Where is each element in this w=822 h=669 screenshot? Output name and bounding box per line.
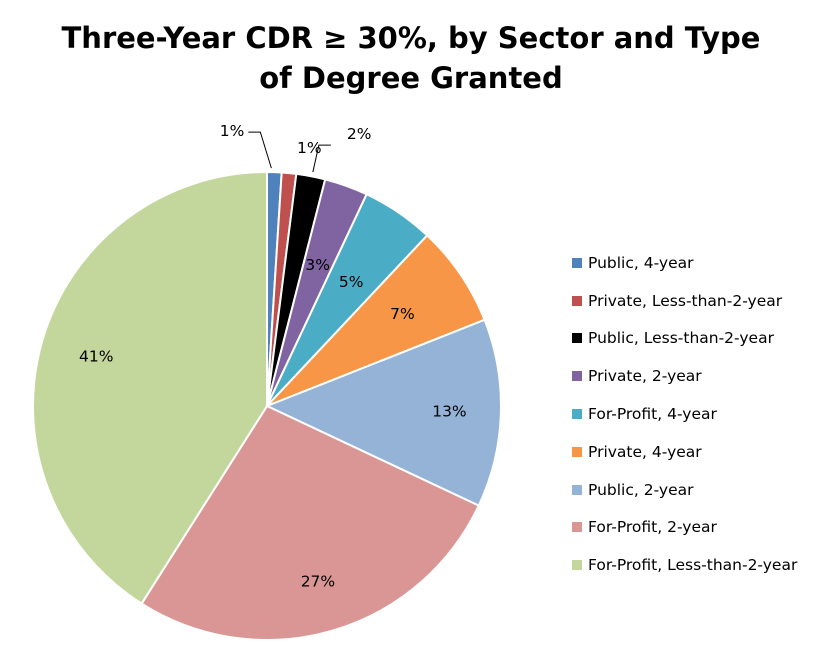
leader-line-public-4-year — [248, 131, 272, 169]
slice-for-profit-2-year — [140, 404, 481, 641]
legend: Public, 4-year Private, Less-than-2-year P… — [572, 244, 797, 584]
pie-slices — [32, 170, 502, 641]
legend-label: Public, 4-year — [588, 253, 694, 272]
legend-label: Private, Less-than-2-year — [588, 291, 783, 310]
slice-public-2-year — [264, 318, 502, 507]
data-label-private-2-year: 3% — [305, 256, 330, 274]
leader-lines — [248, 131, 331, 173]
legend-label: For-Profit, 2-year — [588, 518, 717, 537]
legend-label: Private, 4-year — [588, 442, 702, 461]
data-label-for-profit-2-year: 27% — [301, 572, 335, 590]
legend-swatch-private-4-year — [572, 446, 582, 457]
legend-label: For-Profit, Less-than-2-year — [588, 556, 798, 575]
chart-title-line-1: Three-Year CDR ≥ 30%, by Sector and Type — [61, 21, 761, 55]
data-label-public-4-year: 1% — [220, 122, 245, 140]
legend-item: Private, 4-year — [572, 433, 797, 471]
legend-swatch-for-profit-2-year — [572, 522, 582, 533]
legend-label: Public, Less-than-2-year — [588, 329, 774, 348]
legend-swatch-for-profit-4-year — [572, 409, 582, 420]
slice-for-profit-less-than-2-year — [32, 170, 268, 605]
chart-title: Three-Year CDR ≥ 30%, by Sector and Type… — [0, 18, 822, 98]
legend-swatch-private-2-year — [572, 371, 582, 382]
legend-label: Public, 2-year — [588, 480, 694, 499]
legend-item: Private, Less-than-2-year — [572, 282, 797, 320]
chart-title-line-2: of Degree Granted — [259, 61, 563, 95]
leader-line-public-less-than-2-year — [312, 144, 331, 173]
data-label-public-2-year: 13% — [432, 403, 466, 421]
data-label-public-less-than-2-year: 2% — [347, 125, 372, 143]
data-label-for-profit-4-year: 5% — [339, 273, 364, 291]
legend-item: For-Profit, 4-year — [572, 395, 797, 433]
data-label-private-4-year: 7% — [390, 305, 415, 323]
legend-label: Private, 2-year — [588, 367, 702, 386]
data-label-private-less-than-2-year: 1% — [297, 139, 322, 157]
legend-label: For-Profit, 4-year — [588, 405, 717, 424]
data-labels: 1% 1% 2% 3% 5% 7% 13% 27% 41% — [79, 122, 467, 590]
legend-swatch-public-less-than-2-year — [572, 333, 582, 344]
legend-item: For-Profit, 2-year — [572, 509, 797, 547]
legend-item: For-Profit, Less-than-2-year — [572, 546, 797, 584]
legend-item: Public, 2-year — [572, 471, 797, 509]
data-label-for-profit-less-than-2-year: 41% — [79, 347, 113, 365]
legend-swatch-public-2-year — [572, 484, 582, 495]
legend-swatch-for-profit-less-than-2-year — [572, 560, 582, 571]
legend-item: Public, Less-than-2-year — [572, 320, 797, 358]
slice-private-4-year — [266, 234, 486, 407]
legend-swatch-public-4-year — [572, 257, 582, 268]
legend-item: Public, 4-year — [572, 244, 797, 282]
legend-swatch-private-less-than-2-year — [572, 295, 582, 306]
legend-item: Private, 2-year — [572, 357, 797, 395]
